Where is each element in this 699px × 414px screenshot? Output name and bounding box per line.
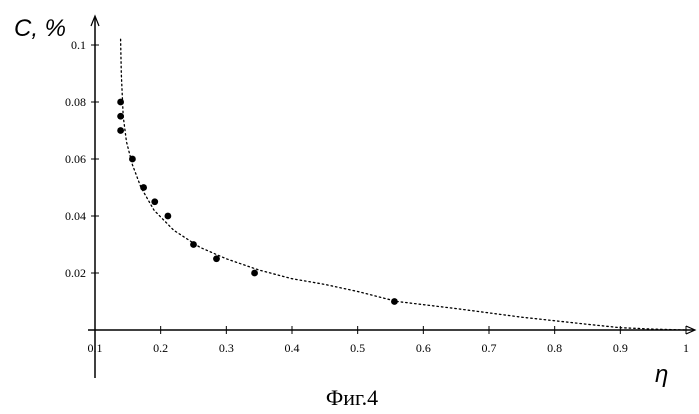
points-layer (117, 99, 398, 305)
x-tick-label: 0.6 (416, 341, 431, 355)
y-axis-title: C, % (14, 15, 66, 42)
axes (88, 16, 695, 378)
data-point (391, 298, 398, 305)
x-tick-label: 0.9 (613, 341, 628, 355)
y-tick-label: 0.08 (65, 95, 86, 109)
y-ticks: 0.02 0.04 0.06 0.08 0.1 (65, 38, 99, 280)
data-point (117, 127, 124, 134)
figure-caption: Фиг.4 (326, 385, 378, 410)
x-tick-label: 0.1 (88, 341, 103, 355)
data-point (117, 113, 124, 120)
fit-curve-layer (121, 39, 686, 330)
x-tick-label: 0.8 (547, 341, 562, 355)
data-point (140, 184, 147, 191)
x-tick-label: 0.7 (482, 341, 497, 355)
x-tick-label: 0.5 (350, 341, 365, 355)
x-axis-title: η (655, 361, 668, 388)
y-tick-label: 0.06 (65, 152, 86, 166)
data-point (164, 213, 171, 220)
x-tick-label: 1 (683, 341, 689, 355)
y-tick-label: 0.04 (65, 209, 86, 223)
y-tick-label: 0.1 (71, 38, 86, 52)
x-tick-label: 0.3 (219, 341, 234, 355)
data-point (117, 99, 124, 106)
data-point (213, 255, 220, 262)
data-point (129, 156, 136, 163)
data-point (190, 241, 197, 248)
x-tick-label: 0.4 (285, 341, 300, 355)
data-point (251, 270, 258, 277)
fit-curve (121, 39, 686, 330)
data-point (151, 198, 158, 205)
x-tick-label: 0.2 (153, 341, 168, 355)
y-tick-label: 0.02 (65, 266, 86, 280)
